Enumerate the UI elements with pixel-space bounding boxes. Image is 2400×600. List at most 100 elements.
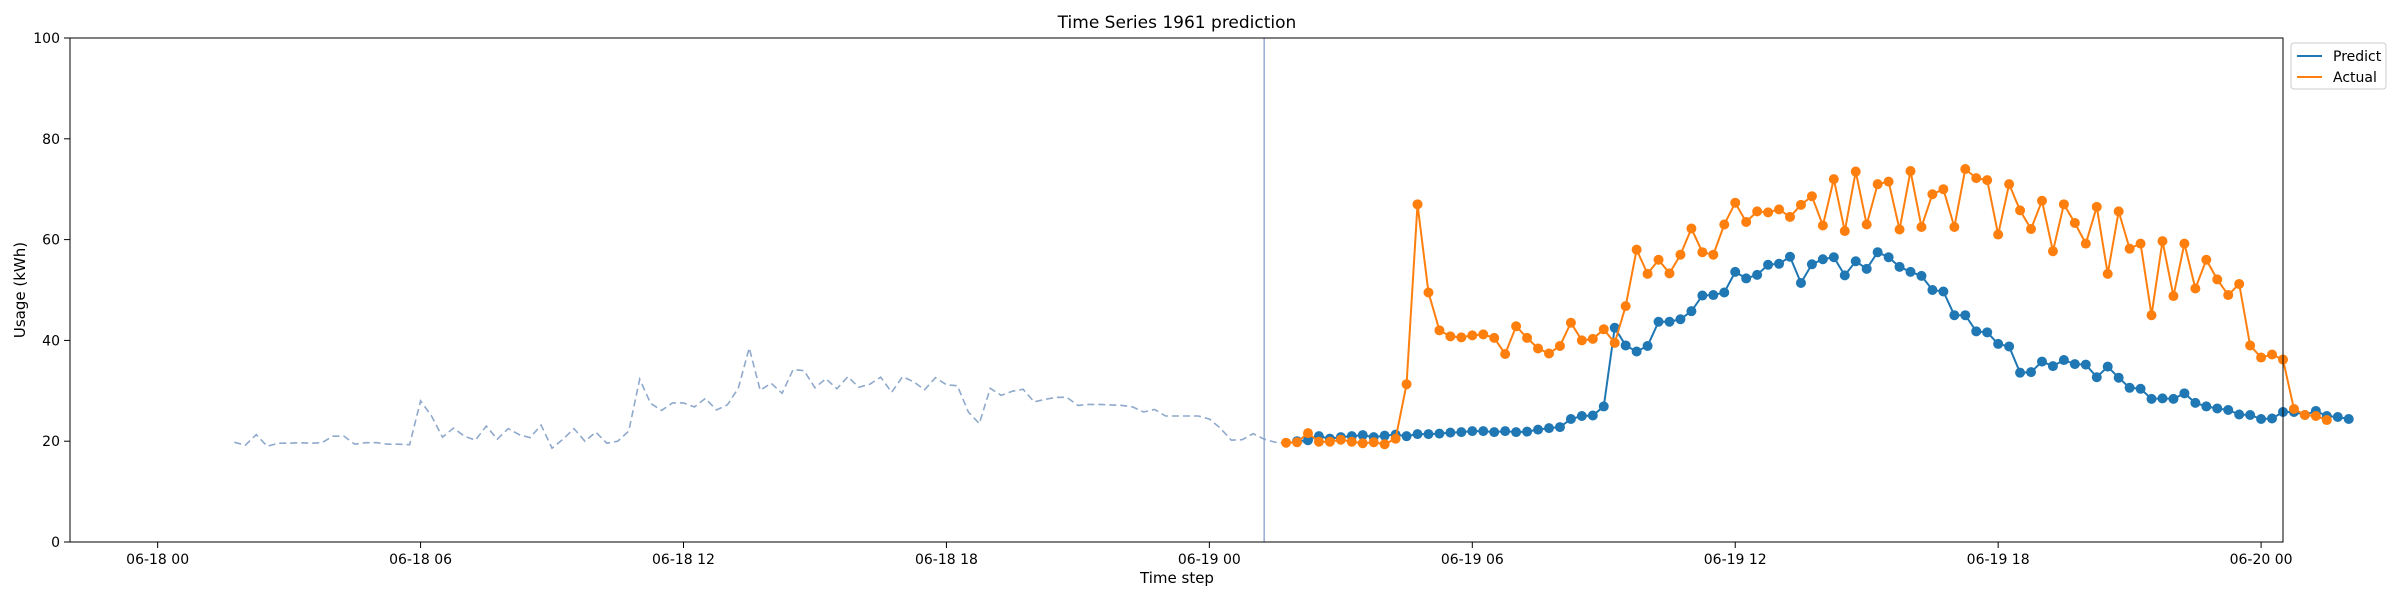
series-actual: [1281, 164, 2332, 450]
y-tick-label: 60: [42, 233, 60, 249]
data-point-actual: [1741, 216, 1752, 227]
data-point-predict: [1357, 430, 1368, 441]
data-point-actual: [1894, 224, 1905, 235]
data-point-predict: [1971, 326, 1982, 337]
y-tick-label: 80: [42, 132, 60, 148]
data-point-predict: [1434, 428, 1445, 439]
data-point-actual: [1434, 325, 1445, 336]
x-tick-label: 06-20 00: [2230, 552, 2293, 568]
data-point-predict: [2212, 403, 2223, 414]
data-point-actual: [2047, 246, 2058, 257]
data-point-actual: [1631, 244, 1642, 255]
plot-area: [70, 38, 2283, 542]
data-point-predict: [1795, 277, 1806, 288]
data-point-actual: [2299, 409, 2310, 420]
data-point-predict: [1949, 310, 1960, 321]
data-point-predict: [1467, 426, 1478, 437]
data-point-predict: [2036, 356, 2047, 367]
data-point-actual: [1281, 437, 1292, 448]
data-point-actual: [1357, 438, 1368, 449]
data-point-predict: [1828, 252, 1839, 263]
data-point-actual: [2102, 268, 2113, 279]
data-point-actual: [1982, 175, 1993, 186]
data-point-predict: [1697, 290, 1708, 301]
data-point-actual: [2026, 224, 2037, 235]
axes-layer: [69, 37, 2284, 543]
data-point-actual: [2190, 283, 2201, 294]
y-axis-label: Usage (kWh): [11, 242, 29, 338]
legend-predict-label: Predict: [2333, 49, 2382, 65]
data-point-actual: [2124, 243, 2135, 254]
data-point-predict: [1719, 287, 1730, 298]
x-tick-label: 06-19 00: [1178, 552, 1241, 568]
data-point-actual: [1653, 254, 1664, 265]
data-point-actual: [2201, 254, 2212, 265]
data-point-predict: [2168, 393, 2179, 404]
data-point-actual: [1478, 329, 1489, 340]
data-point-actual: [1905, 166, 1916, 177]
data-point-actual: [1949, 222, 1960, 232]
data-point-actual: [1795, 199, 1806, 210]
data-point-predict: [1500, 426, 1511, 437]
data-point-actual: [2058, 199, 2069, 210]
x-tick-label: 06-19 06: [1441, 552, 1504, 568]
data-point-predict: [1653, 316, 1664, 327]
data-point-actual: [1806, 191, 1817, 202]
data-point-predict: [2058, 355, 2069, 366]
data-point-actual: [1861, 219, 1872, 230]
y-tick-label: 0: [51, 535, 60, 551]
data-point-actual: [1368, 437, 1379, 448]
data-point-actual: [1598, 324, 1609, 335]
legend-actual-label: Actual: [2333, 70, 2377, 86]
data-point-predict: [2201, 401, 2212, 412]
data-point-predict: [1938, 286, 1949, 297]
data-point-predict: [1752, 269, 1763, 280]
data-point-predict: [2267, 413, 2278, 424]
data-point-actual: [2310, 411, 2321, 421]
data-point-predict: [1785, 251, 1795, 262]
data-point-predict: [1554, 422, 1565, 433]
series-layer: [234, 164, 2354, 450]
data-point-predict: [1774, 258, 1785, 269]
data-point-predict: [1763, 259, 1774, 270]
data-point-actual: [1927, 189, 1938, 200]
data-point-actual: [1620, 301, 1631, 312]
x-tick-label: 06-18 00: [126, 552, 189, 568]
data-point-predict: [1587, 410, 1598, 421]
data-point-actual: [2135, 238, 2146, 249]
data-point-actual: [2069, 217, 2080, 228]
data-point-predict: [2190, 397, 2201, 408]
data-point-actual: [1522, 332, 1533, 343]
data-point-predict: [1730, 266, 1741, 277]
data-point-actual: [1423, 287, 1434, 298]
series-predict: [1292, 247, 2354, 447]
x-tick-label: 06-18 12: [652, 552, 715, 568]
data-point-actual: [1774, 204, 1785, 215]
data-point-actual: [2004, 179, 2015, 190]
data-point-predict: [1511, 427, 1522, 438]
data-point-predict: [1905, 266, 1916, 277]
data-point-actual: [1675, 249, 1686, 260]
data-point-actual: [2321, 415, 2332, 426]
data-point-actual: [1664, 268, 1675, 279]
data-point-predict: [1982, 327, 1993, 338]
data-point-predict: [2245, 409, 2256, 420]
data-point-actual: [1576, 335, 1587, 346]
data-point-predict: [1741, 273, 1752, 284]
legend: Predict Actual: [2290, 42, 2387, 90]
data-point-predict: [1302, 435, 1313, 446]
data-point-predict: [2223, 404, 2234, 415]
data-point-predict: [1675, 314, 1686, 325]
data-point-predict: [1664, 316, 1675, 327]
x-tick-label: 06-18 06: [389, 552, 452, 568]
y-tick-label: 40: [42, 333, 60, 349]
data-point-predict: [2069, 359, 2080, 370]
data-point-actual: [1971, 173, 1982, 184]
x-axis-label: Time step: [1139, 569, 1214, 587]
data-point-actual: [1828, 174, 1839, 185]
data-point-actual: [1456, 332, 1467, 343]
data-point-predict: [1806, 259, 1817, 270]
data-point-predict: [2135, 383, 2146, 394]
data-point-actual: [1817, 220, 1828, 231]
data-point-predict: [2157, 393, 2168, 404]
